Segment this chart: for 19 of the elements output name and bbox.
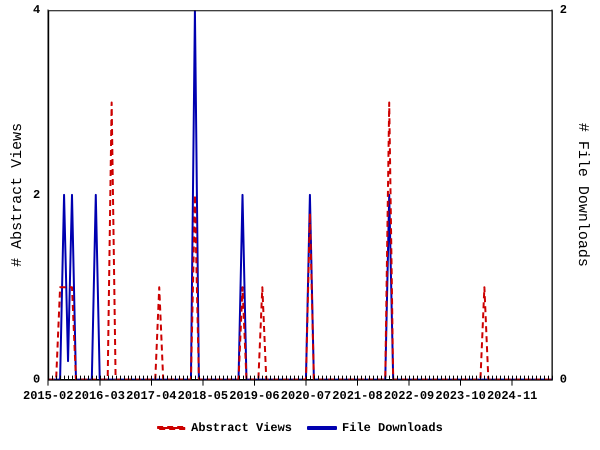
y-tick-label: 0 [33, 372, 40, 387]
x-tick-label: 2019-06 [229, 388, 280, 403]
y2-tick-label: 0 [560, 372, 567, 387]
x-tick-label: 2017-04 [126, 388, 177, 403]
legend-label: Abstract Views [191, 421, 292, 436]
y-tick-label: 4 [33, 3, 40, 18]
x-tick-label: 2024-11 [486, 388, 538, 403]
x-tick-label: 2020-07 [280, 388, 332, 403]
y2-axis-title: # File Downloads [574, 122, 592, 267]
x-tick-label: 2021-08 [332, 388, 383, 403]
x-tick-label: 2018-05 [178, 388, 228, 403]
x-tick-label: 2016-03 [74, 388, 125, 403]
y-axis-title: # Abstract Views [8, 122, 26, 267]
legend-label: File Downloads [342, 421, 443, 436]
y-tick-label: 2 [33, 188, 40, 202]
x-tick-label: 2022-09 [384, 388, 434, 403]
y2-tick-label: 2 [560, 3, 567, 18]
x-tick-label: 2023-10 [435, 388, 486, 403]
x-tick-label: 2015-02 [22, 388, 74, 403]
